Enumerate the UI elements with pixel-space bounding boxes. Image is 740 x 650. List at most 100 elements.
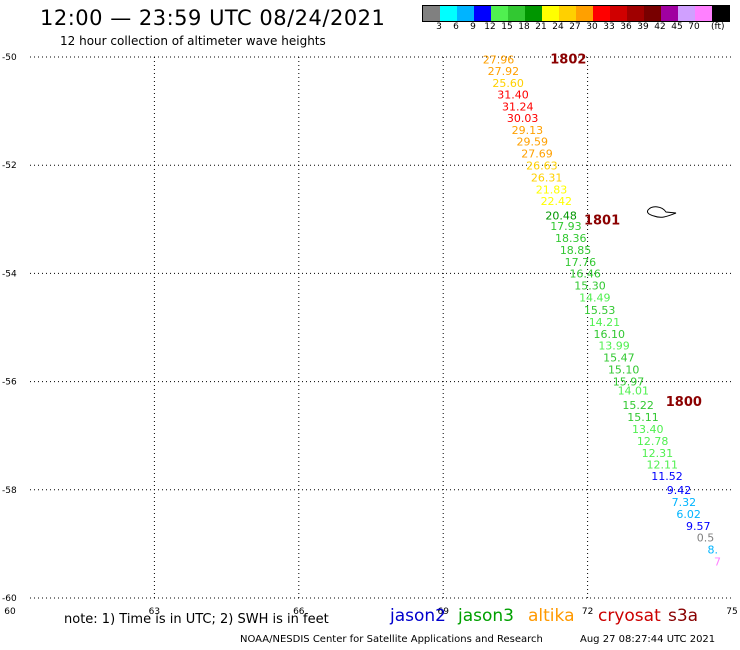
wave-height-label: 25.60 [492, 77, 524, 90]
scale-label: 27 [569, 22, 581, 32]
wave-height-label: 14.49 [579, 292, 611, 305]
wave-height-label: 26.63 [526, 160, 558, 173]
wave-height-label: 12.31 [642, 447, 674, 460]
wave-height-label: 29.59 [516, 136, 548, 149]
scale-swatch [576, 6, 593, 21]
y-tick-label: -54 [2, 269, 17, 279]
wave-height-label: 14.01 [618, 385, 650, 398]
scale-swatch [508, 6, 525, 21]
x-tick-label: 63 [149, 607, 160, 617]
scale-label: 18 [518, 22, 530, 32]
y-tick-label: -58 [2, 486, 17, 496]
wave-height-label: 9.42 [667, 484, 692, 497]
credit-text: NOAA/NESDIS Center for Satellite Applica… [240, 634, 543, 645]
wave-height-label: 31.40 [497, 89, 529, 102]
scale-swatch [610, 6, 627, 21]
x-tick-label: 69 [437, 607, 449, 617]
wave-height-label: 17.93 [550, 220, 582, 233]
track-time-label: 1801 [584, 214, 620, 229]
color-scale [422, 5, 730, 22]
scale-swatch [423, 6, 440, 21]
wave-height-label: 13.40 [632, 423, 664, 436]
island-outline [647, 206, 677, 218]
scale-swatch [695, 6, 712, 21]
y-tick-label: -52 [2, 161, 17, 171]
wave-height-label: 15.97 [613, 375, 645, 388]
scale-swatch [457, 6, 474, 21]
x-tick-label: 72 [582, 607, 593, 617]
scale-swatch [474, 6, 491, 21]
wave-height-label: 18.36 [555, 232, 587, 245]
legend-entry-s3a: s3a [668, 606, 699, 626]
y-tick-label: -60 [2, 594, 17, 604]
wave-height-label: 15.53 [584, 304, 616, 317]
scale-label: 24 [552, 22, 564, 32]
scale-label: 9 [470, 22, 476, 32]
scale-swatch [559, 6, 576, 21]
scale-label: 39 [637, 22, 649, 32]
wave-height-label: 7 [714, 556, 721, 569]
wave-height-track: 27.9627.9225.6031.4031.2430.0329.1329.59… [483, 53, 721, 568]
wave-height-label: 15.10 [608, 363, 640, 376]
legend-entry-jason2: jason2 [390, 606, 446, 626]
wave-height-label: 16.10 [594, 328, 626, 341]
scale-label: 30 [586, 22, 598, 32]
graticule [30, 56, 732, 599]
wave-height-label: 14.21 [589, 316, 621, 329]
scale-label: 3 [436, 22, 442, 32]
wave-height-label: 27.96 [483, 53, 515, 66]
wave-height-label: 15.11 [627, 411, 659, 424]
wave-height-label: 15.22 [622, 399, 654, 412]
scale-label: 45 [671, 22, 683, 32]
wave-height-label: 17.76 [565, 256, 597, 269]
legend-entry-cryosat: cryosat [598, 606, 661, 626]
scale-swatch [644, 6, 661, 21]
wave-height-label: 15.47 [603, 352, 635, 365]
scale-label: 33 [603, 22, 615, 32]
x-tick-label: 75 [726, 607, 737, 617]
track-time-label: 1800 [666, 395, 702, 410]
x-tick-label: 66 [293, 607, 305, 617]
scale-swatch [440, 6, 457, 21]
wave-height-label: 27.69 [521, 148, 553, 161]
wave-height-label: 18.85 [560, 244, 592, 257]
legend-entry-jason3: jason3 [458, 606, 514, 626]
map-subtitle: 12 hour collection of altimeter wave hei… [60, 34, 326, 48]
scale-label: 6 [453, 22, 459, 32]
scale-swatch [627, 6, 644, 21]
timestamp-text: Aug 27 08:27:44 UTC 2021 [580, 634, 716, 645]
wave-height-label: 22.42 [541, 195, 573, 208]
x-tick-label: 60 [4, 607, 16, 617]
wave-height-label: 11.52 [651, 470, 683, 483]
wave-height-label: 20.48 [545, 209, 577, 222]
scale-swatch [678, 6, 695, 21]
scale-label: 21 [535, 22, 547, 32]
wave-height-label: 26.31 [531, 171, 563, 184]
scale-label: 70 [688, 22, 700, 32]
scale-swatch [712, 6, 729, 21]
wave-height-label: 21.83 [536, 183, 568, 196]
wave-height-label: 8. [707, 544, 718, 557]
wave-height-label: 31.24 [502, 101, 534, 114]
legend-entry-altika: altika [528, 606, 575, 626]
map-title: 12:00 — 23:59 UTC 08/24/2021 [40, 6, 386, 30]
track-time-label: 1802 [550, 52, 586, 67]
wave-height-label: 30.03 [507, 112, 539, 125]
scale-label: 42 [654, 22, 666, 32]
wave-height-label: 0.5 [697, 532, 715, 545]
y-tick-label: -56 [2, 378, 17, 388]
wave-height-label: 27.92 [488, 65, 520, 78]
scale-swatch [593, 6, 610, 21]
track-labels: 1802 1801 1800 [550, 52, 702, 409]
wave-height-label: 29.13 [512, 124, 544, 137]
scale-swatch [661, 6, 678, 21]
wave-height-label: 16.46 [569, 268, 601, 281]
scale-swatch [491, 6, 508, 21]
wave-height-label: 15.30 [574, 280, 606, 293]
scale-label: 15 [501, 22, 513, 32]
y-tick-label: -50 [2, 53, 17, 63]
axis-ticks: 60 63 66 69 72 75 -50 -52 -54 -56 -58 -60 [2, 53, 738, 617]
wave-height-label: 7.32 [672, 496, 697, 509]
scale-unit: (ft) [711, 22, 725, 32]
